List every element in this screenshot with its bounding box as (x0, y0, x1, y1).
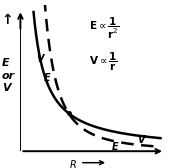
Text: E
or
V: E or V (2, 58, 15, 93)
Text: V: V (36, 54, 44, 64)
Text: ↑: ↑ (1, 13, 13, 27)
Text: $\mathbf{V} \propto \dfrac{\mathbf{1}}{\mathbf{r}}$: $\mathbf{V} \propto \dfrac{\mathbf{1}}{\… (89, 50, 117, 73)
Text: $\mathbf{E} \propto \dfrac{\mathbf{1}}{\mathbf{r}^2}$: $\mathbf{E} \propto \dfrac{\mathbf{1}}{\… (89, 15, 119, 40)
Text: E: E (112, 142, 118, 152)
Text: $R$: $R$ (69, 158, 77, 168)
Text: V: V (138, 135, 145, 145)
Text: E: E (44, 73, 51, 83)
